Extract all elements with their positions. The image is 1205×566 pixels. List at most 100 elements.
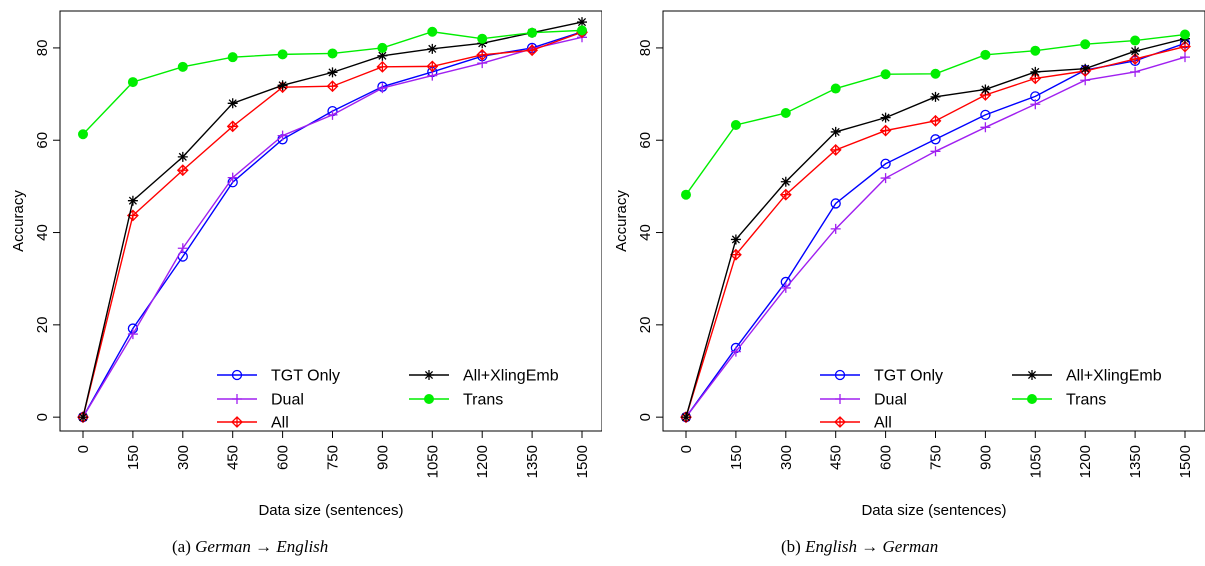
y-axis-title: Accuracy — [613, 190, 630, 252]
data-point-all-xlingemb — [1030, 66, 1041, 77]
data-point-all — [779, 188, 792, 201]
data-point-all — [376, 60, 389, 73]
data-point-trans — [577, 25, 587, 36]
x-tick-label: 600 — [275, 445, 292, 470]
legend-item-trans: Trans — [409, 392, 503, 409]
data-point-trans — [177, 61, 188, 72]
legend-label: Trans — [463, 392, 503, 409]
data-point-dual — [730, 346, 741, 357]
y-tick-label: 40 — [637, 224, 654, 241]
legend-marker — [231, 416, 243, 428]
data-point-trans — [78, 129, 88, 140]
y-axis-title: Accuracy — [10, 190, 27, 252]
x-axis: 0 150 300 450 600 750 900 1050 1200 1350 1500 — [678, 431, 1194, 478]
legend-marker — [424, 370, 434, 380]
data-point-all-xlingemb — [780, 176, 791, 187]
y-tick-label: 60 — [34, 132, 51, 149]
y-tick-label: 0 — [637, 413, 654, 421]
data-point-tgt-only — [830, 198, 841, 209]
legend-marker — [424, 394, 434, 404]
data-point-tgt-only — [980, 109, 991, 120]
x-tick-label: 1500 — [1177, 445, 1194, 478]
data-point-dual — [1180, 52, 1190, 63]
data-point-trans — [277, 49, 288, 60]
data-point-dual — [980, 122, 991, 133]
data-point-all — [176, 164, 189, 177]
data-point-all-xlingemb — [681, 412, 691, 423]
legend-item-all: All — [820, 415, 892, 432]
data-point-dual — [780, 282, 791, 293]
y-tick-label: 60 — [637, 132, 654, 149]
data-point-dual — [177, 243, 188, 254]
x-tick-label: 150 — [125, 445, 142, 470]
chart-panel-english-german: 0 20 40 60 80 0 150 300 450 600 750 900 1050 1200 1350… — [603, 0, 1205, 566]
x-tick-label: 300 — [778, 445, 795, 470]
data-point-dual — [327, 109, 338, 120]
y-tick-label: 40 — [34, 224, 51, 241]
x-axis-title: Data size (sentences) — [861, 502, 1006, 519]
x-tick-label: 0 — [678, 445, 695, 453]
data-point-dual — [830, 223, 841, 234]
legend-item-tgt-only: TGT Only — [217, 368, 340, 385]
x-tick-label: 1050 — [1027, 445, 1044, 478]
legend-marker — [835, 394, 845, 404]
data-point-trans — [780, 108, 791, 118]
data-point-trans — [1130, 35, 1141, 46]
x-axis: 0 150 300 450 600 750 900 1050 1200 1350 1500 — [75, 431, 591, 478]
data-point-trans — [730, 120, 741, 130]
legend-item-dual: Dual — [820, 392, 907, 409]
series-trans — [78, 25, 587, 140]
legend-item-all-xlingemb: All+XlingEmb — [1012, 368, 1162, 385]
x-tick-label: 1350 — [1127, 445, 1144, 478]
data-point-trans — [527, 27, 538, 38]
x-tick-label: 1350 — [524, 445, 541, 478]
x-tick-label: 750 — [928, 445, 945, 470]
legend: TGT Only Dual All All+XlingEmb Trans — [217, 368, 559, 432]
data-point-dual — [1130, 66, 1141, 77]
data-point-trans — [880, 69, 891, 80]
plot-frame — [662, 10, 1205, 432]
data-point-all — [326, 80, 339, 93]
legend-item-tgt-only: TGT Only — [820, 368, 943, 385]
legend-item-all: All — [217, 415, 289, 432]
data-point-all-xlingemb — [127, 195, 138, 206]
x-tick-label: 600 — [878, 445, 895, 470]
legend-marker — [231, 369, 243, 381]
y-axis: 0 20 40 60 80 — [34, 40, 60, 421]
caption-arrow: → — [255, 537, 273, 556]
data-point-trans — [1180, 29, 1190, 40]
legend-label: Dual — [874, 392, 907, 409]
legend-label: All+XlingEmb — [463, 368, 559, 385]
data-point-all — [226, 120, 239, 133]
series-dual — [681, 52, 1190, 423]
x-axis-title: Data size (sentences) — [258, 502, 403, 519]
legend-label: TGT Only — [874, 368, 943, 385]
data-point-all — [426, 60, 439, 73]
data-point-all — [879, 124, 892, 137]
data-point-dual — [930, 146, 941, 157]
series-dual — [78, 32, 587, 423]
data-point-all-xlingemb — [427, 43, 438, 54]
series-all-xlingemb — [681, 33, 1190, 423]
legend-item-trans: Trans — [1012, 392, 1106, 409]
caption-source-language: German — [195, 537, 251, 556]
legend-marker — [1027, 394, 1037, 404]
data-point-all-xlingemb — [880, 112, 891, 123]
series-line-dual — [82, 36, 583, 418]
x-tick-label: 450 — [225, 445, 242, 470]
y-tick-label: 80 — [34, 40, 51, 57]
data-point-tgt-only — [880, 158, 891, 169]
data-point-dual — [880, 173, 891, 184]
legend-marker — [834, 369, 846, 381]
data-point-all-xlingemb — [177, 151, 188, 162]
data-point-all-xlingemb — [830, 126, 841, 137]
caption-label: (a) — [172, 537, 191, 556]
data-point-all — [829, 144, 842, 156]
x-tick-label: 450 — [828, 445, 845, 470]
data-point-all-xlingemb — [577, 17, 587, 28]
data-point-trans — [830, 83, 841, 94]
caption-label: (b) — [781, 537, 801, 556]
data-point-trans — [477, 33, 488, 44]
data-point-all-xlingemb — [730, 234, 741, 245]
legend-label: All — [874, 415, 892, 432]
